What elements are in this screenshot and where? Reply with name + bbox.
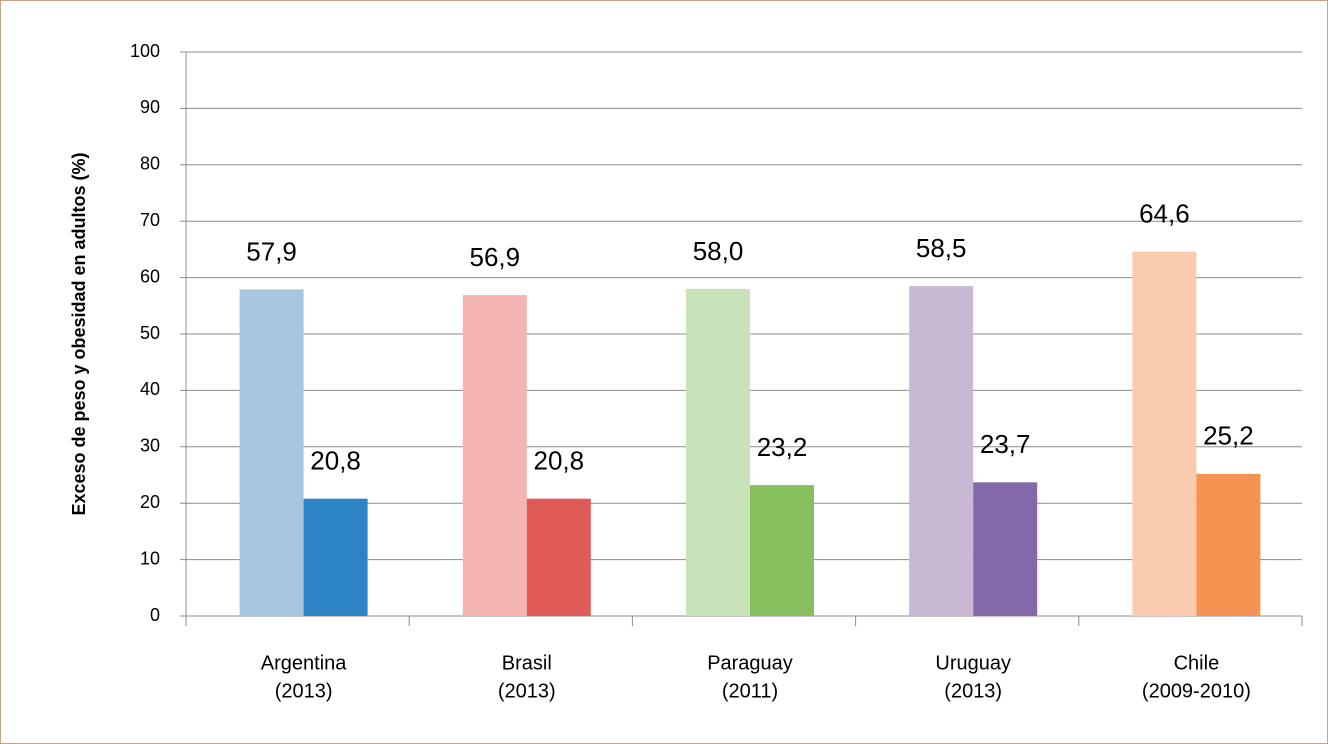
x-tick-label: (2013): [944, 680, 1002, 702]
value-label: 58,0: [693, 236, 744, 266]
y-tick-label: 60: [140, 266, 160, 286]
y-tick-label: 20: [140, 492, 160, 512]
y-axis-label: Exceso de peso y obesidad en adultos (%): [69, 152, 89, 515]
bar: [462, 295, 527, 616]
bar: [1132, 251, 1197, 616]
bar: [1196, 473, 1261, 616]
bar: [239, 289, 304, 616]
value-label: 56,9: [469, 242, 520, 272]
value-label: 25,2: [1203, 421, 1254, 451]
value-label: 23,7: [980, 429, 1031, 459]
bar: [973, 482, 1038, 616]
x-tick-label: Argentina: [261, 652, 347, 674]
y-tick-label: 30: [140, 436, 160, 456]
value-label: 58,5: [916, 233, 967, 263]
y-tick-label: 10: [140, 548, 160, 568]
x-tick-label: (2009-2010): [1142, 680, 1251, 702]
x-tick-label: (2013): [498, 680, 556, 702]
y-tick-label: 50: [140, 323, 160, 343]
y-tick-label: 100: [130, 41, 160, 61]
x-tick-label: (2011): [722, 680, 778, 702]
bar: [303, 498, 368, 616]
x-tick-label: Paraguay: [707, 652, 793, 674]
x-tick-label: Chile: [1174, 652, 1220, 674]
x-tick-label: Uruguay: [935, 652, 1011, 674]
bar: [750, 485, 814, 616]
bar: [686, 288, 750, 616]
y-tick-label: 90: [140, 97, 160, 117]
value-label: 20,8: [310, 446, 361, 476]
y-tick-label: 80: [140, 154, 160, 174]
y-tick-label: 70: [140, 210, 160, 230]
bar: [909, 286, 974, 616]
y-tick-label: 0: [150, 605, 160, 625]
value-label: 57,9: [246, 236, 297, 266]
bar: [526, 498, 591, 616]
value-label: 20,8: [533, 446, 584, 476]
x-tick-label: Brasil: [502, 652, 552, 674]
y-tick-label: 40: [140, 379, 160, 399]
value-label: 23,2: [757, 432, 808, 462]
value-label: 64,6: [1139, 199, 1190, 229]
x-tick-label: (2013): [275, 680, 333, 702]
